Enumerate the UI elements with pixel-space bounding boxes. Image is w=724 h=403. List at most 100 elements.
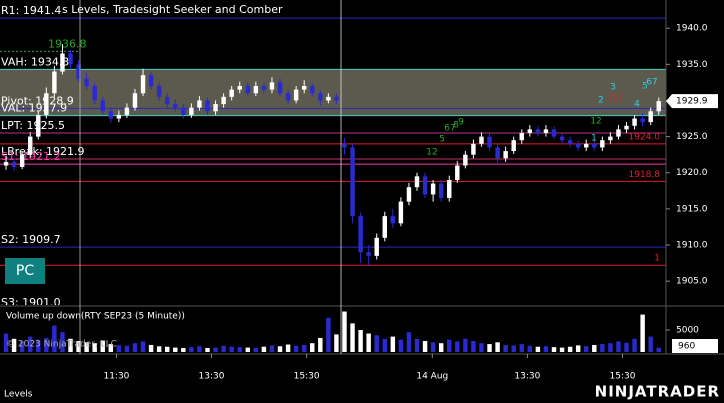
candle-body [221,96,226,105]
volume-bar [422,341,428,352]
candle-body [84,78,89,87]
volume-bar [366,333,371,352]
level-label: 1918.8 [629,170,661,180]
volume-bar [438,343,444,352]
volume-bar [584,346,589,352]
candle-body [495,147,500,159]
volume-bar [632,338,637,352]
volume-bar [28,336,33,352]
annotation: 8 [453,121,459,131]
annotation: 5 [439,135,445,145]
candle-body [463,154,468,166]
button-label[interactable]: PC [16,263,34,279]
candle-body [511,140,516,152]
volume-bar [559,347,565,352]
candle-body [575,143,581,148]
candle-body [253,86,259,94]
x-tick-label: 14 Aug [416,372,448,382]
volume-bar [600,344,605,352]
y-tick-label: 1935.0 [676,60,708,70]
volume-bar [205,348,210,352]
y-tick-label: 1940.0 [676,24,708,34]
volume-bar [648,336,653,352]
candle-body [567,140,573,144]
candle-body [382,216,387,238]
volume-bar [463,338,468,352]
candle-body [301,86,307,90]
x-tick-label: 11:30 [103,372,129,382]
volume-bar [656,347,661,352]
candle-body [455,165,460,180]
volume-bar [124,345,130,352]
level-label: 1936.8 [48,37,87,50]
y-tick-label: 5000 [676,326,699,336]
volume-bar [575,345,581,352]
candle-body [390,216,396,224]
volume-bar [19,341,25,352]
volume-bar [382,338,387,352]
annotation: 67 [646,78,657,88]
volume-bar [616,341,621,352]
candle-body [592,143,597,148]
volume-bar [511,345,516,352]
y-tick-label: 1905.0 [676,277,708,287]
volume-bar [318,337,323,352]
candle-body [100,100,105,112]
volume-bar [471,341,476,352]
volume-bar [551,347,557,352]
candle-body [350,147,355,217]
volume-bar [535,346,541,352]
candle-body [3,161,9,166]
candle-body [261,86,267,90]
volume-bar [350,323,355,352]
volume-bar [100,340,105,352]
candle-body [527,129,533,133]
volume-bar [624,342,629,352]
volume-bar [285,344,291,352]
candle-body [140,75,146,94]
button-bg[interactable] [5,258,45,284]
volume-bar [527,345,533,352]
volume-bar [60,332,65,352]
volume-bar [447,339,452,352]
volume-bar [640,314,645,352]
candle-body [640,118,645,123]
pc-button[interactable]: PC [5,258,45,284]
candle-body [229,89,234,97]
level-label: Pivot: 1928.9 [1,94,74,107]
x-tick-label: 15:30 [610,372,636,382]
level-label: S3: 1901.0 [1,296,61,309]
axes [0,0,724,358]
candle-body [471,143,476,155]
candle-body [310,86,315,94]
candle-body [318,93,323,101]
candle-body [487,136,492,148]
candle-body [285,93,291,101]
candle-body [342,143,347,148]
level-label: VAH: 1934.3 [1,55,69,68]
y-tick-label: 1910.0 [676,241,708,251]
candle-body [422,176,428,195]
annotation: 12 [426,148,437,158]
candle-body [164,96,170,105]
candle-body [398,201,404,224]
candle-body [76,64,81,79]
volume-bar [11,338,17,352]
annotation: (1) [609,94,622,104]
volume-bar [164,346,170,352]
candle-body [503,151,508,159]
volume-bar [3,333,9,352]
level-label: VAL: 1927.9 [1,102,67,115]
candle-body [632,118,637,126]
volume-title: Volume up down(RTY SEP23 (5 Minute)) [6,312,185,322]
last-price-box [666,94,718,109]
footer-tab[interactable]: Levels [4,390,33,400]
last-volume-box [672,339,718,353]
volume-bar [140,341,146,352]
candle-body [19,154,25,167]
candle-body [11,161,17,167]
y-tick-label: 1920.0 [676,168,708,178]
candle-body [430,183,436,195]
candle-body [132,93,138,108]
annotation: 5 [642,82,648,92]
